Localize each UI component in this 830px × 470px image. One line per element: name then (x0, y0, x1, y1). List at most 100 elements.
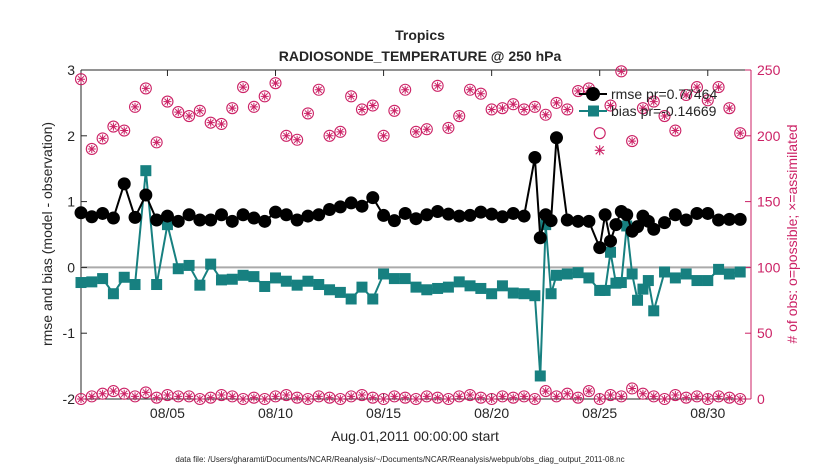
obs-possible-point-star (401, 85, 410, 94)
obs-possible-point-star (574, 87, 583, 96)
rmse-point (204, 213, 218, 227)
obs-possible-point (399, 83, 412, 96)
obs-possible-point (247, 100, 260, 113)
obs-rejected-point (550, 390, 563, 403)
rmse-point (387, 214, 401, 228)
obs-rejected-point (345, 390, 358, 403)
rmse-point (420, 208, 434, 222)
obs-rejected-point (366, 391, 379, 404)
obs-possible-point (496, 102, 509, 115)
bias-point (545, 288, 557, 300)
obs-rejected-point (96, 387, 109, 400)
y-tick-label-left: 3 (67, 62, 75, 78)
obs-possible-point-circle (258, 90, 271, 103)
obs-possible-point-circle (669, 124, 682, 137)
obs-possible-point-star (271, 79, 280, 88)
rmse-point (301, 209, 315, 223)
bias-point (399, 273, 411, 285)
obs-possible-point (453, 110, 466, 123)
obs-rejected-point-star (368, 393, 377, 402)
obs-possible-point (172, 106, 185, 119)
bias-point (659, 266, 671, 278)
obs-possible-point-circle (161, 95, 174, 108)
obs-rejected-point (723, 391, 736, 404)
bias-point (75, 277, 87, 289)
obs-rejected-point (226, 390, 239, 403)
obs-possible-point (237, 81, 250, 94)
obs-rejected-point-star (455, 392, 464, 401)
obs-rejected-point (247, 391, 260, 404)
bias-point (453, 276, 465, 288)
obs-rejected-point-star (552, 392, 561, 401)
obs-rejected-point-circle (528, 392, 541, 406)
obs-possible-point (431, 79, 444, 92)
obs-possible-point-star (487, 105, 496, 114)
obs-rejected-point-circle (734, 392, 747, 406)
obs-possible-point-circle (301, 107, 314, 120)
obs-rejected-point-star (498, 392, 507, 401)
bias-point (270, 272, 282, 284)
rmse-point (74, 206, 88, 220)
bias-point (345, 293, 357, 305)
bias-point (172, 263, 184, 275)
obs-rejected-point (669, 389, 682, 402)
obs-possible-point-star (714, 83, 723, 92)
obs-possible-point (680, 88, 693, 102)
obs-possible-point (323, 129, 336, 142)
obs-possible-point (301, 107, 314, 120)
obs-possible-point (518, 103, 531, 116)
obs-rejected-point-star (141, 388, 150, 397)
obs-possible-point-star (131, 102, 140, 111)
bias-point (534, 370, 546, 382)
obs-possible-point-circle (366, 99, 379, 112)
obs-possible-point-star (195, 106, 204, 115)
obs-possible-point-star (260, 92, 269, 101)
obs-rejected-point-star (109, 387, 118, 396)
bias-point (432, 282, 444, 294)
obs-rejected-point-circle (539, 385, 552, 398)
rmse-point (598, 208, 612, 222)
bias-point (529, 290, 541, 302)
obs-possible-point (658, 110, 671, 123)
obs-possible-point (669, 124, 682, 137)
obs-possible-point (128, 100, 142, 113)
rmse-point (85, 210, 99, 224)
obs-possible-point (366, 99, 379, 112)
obs-rejected-point-star (584, 387, 593, 396)
obs-rejected-point (507, 391, 520, 404)
bias-point (632, 294, 644, 306)
obs-rejected-point (161, 389, 174, 402)
obs-rejected-point-star (530, 395, 539, 403)
obs-rejected-point (128, 390, 142, 403)
bias-point (356, 281, 368, 293)
obs-possible-point-circle (74, 73, 88, 86)
obs-rejected-point-star (131, 392, 140, 401)
bias-point (367, 293, 379, 305)
rmse-point (474, 205, 488, 219)
obs-possible-point (647, 95, 660, 108)
bias-point (734, 266, 746, 278)
obs-possible-point-star (736, 129, 745, 138)
bias-point (572, 267, 584, 279)
obs-rejected-point-star (174, 392, 183, 401)
obs-possible-point-circle (118, 124, 131, 137)
obs-possible-point-star (77, 75, 85, 84)
rmse-point (377, 208, 391, 222)
obs-possible-point-circle (269, 77, 282, 90)
rmse-point (225, 214, 239, 228)
obs-possible-point-star (638, 104, 647, 113)
bias-point (626, 268, 638, 280)
obs-possible-point (593, 127, 606, 140)
plot-background (81, 70, 751, 399)
obs-rejected-point-circle (593, 392, 606, 406)
obs-possible-point-star (725, 104, 734, 113)
obs-possible-point-circle (291, 133, 304, 146)
obs-rejected-point-star (595, 395, 604, 403)
legend-marker-bias (588, 105, 599, 117)
obs-rejected-point-circle (615, 390, 628, 403)
obs-possible-point-circle (107, 120, 120, 133)
rmse-point (647, 222, 661, 236)
obs-possible-point-star (703, 96, 712, 105)
rmse-point (582, 214, 596, 228)
bias-point (388, 273, 400, 285)
